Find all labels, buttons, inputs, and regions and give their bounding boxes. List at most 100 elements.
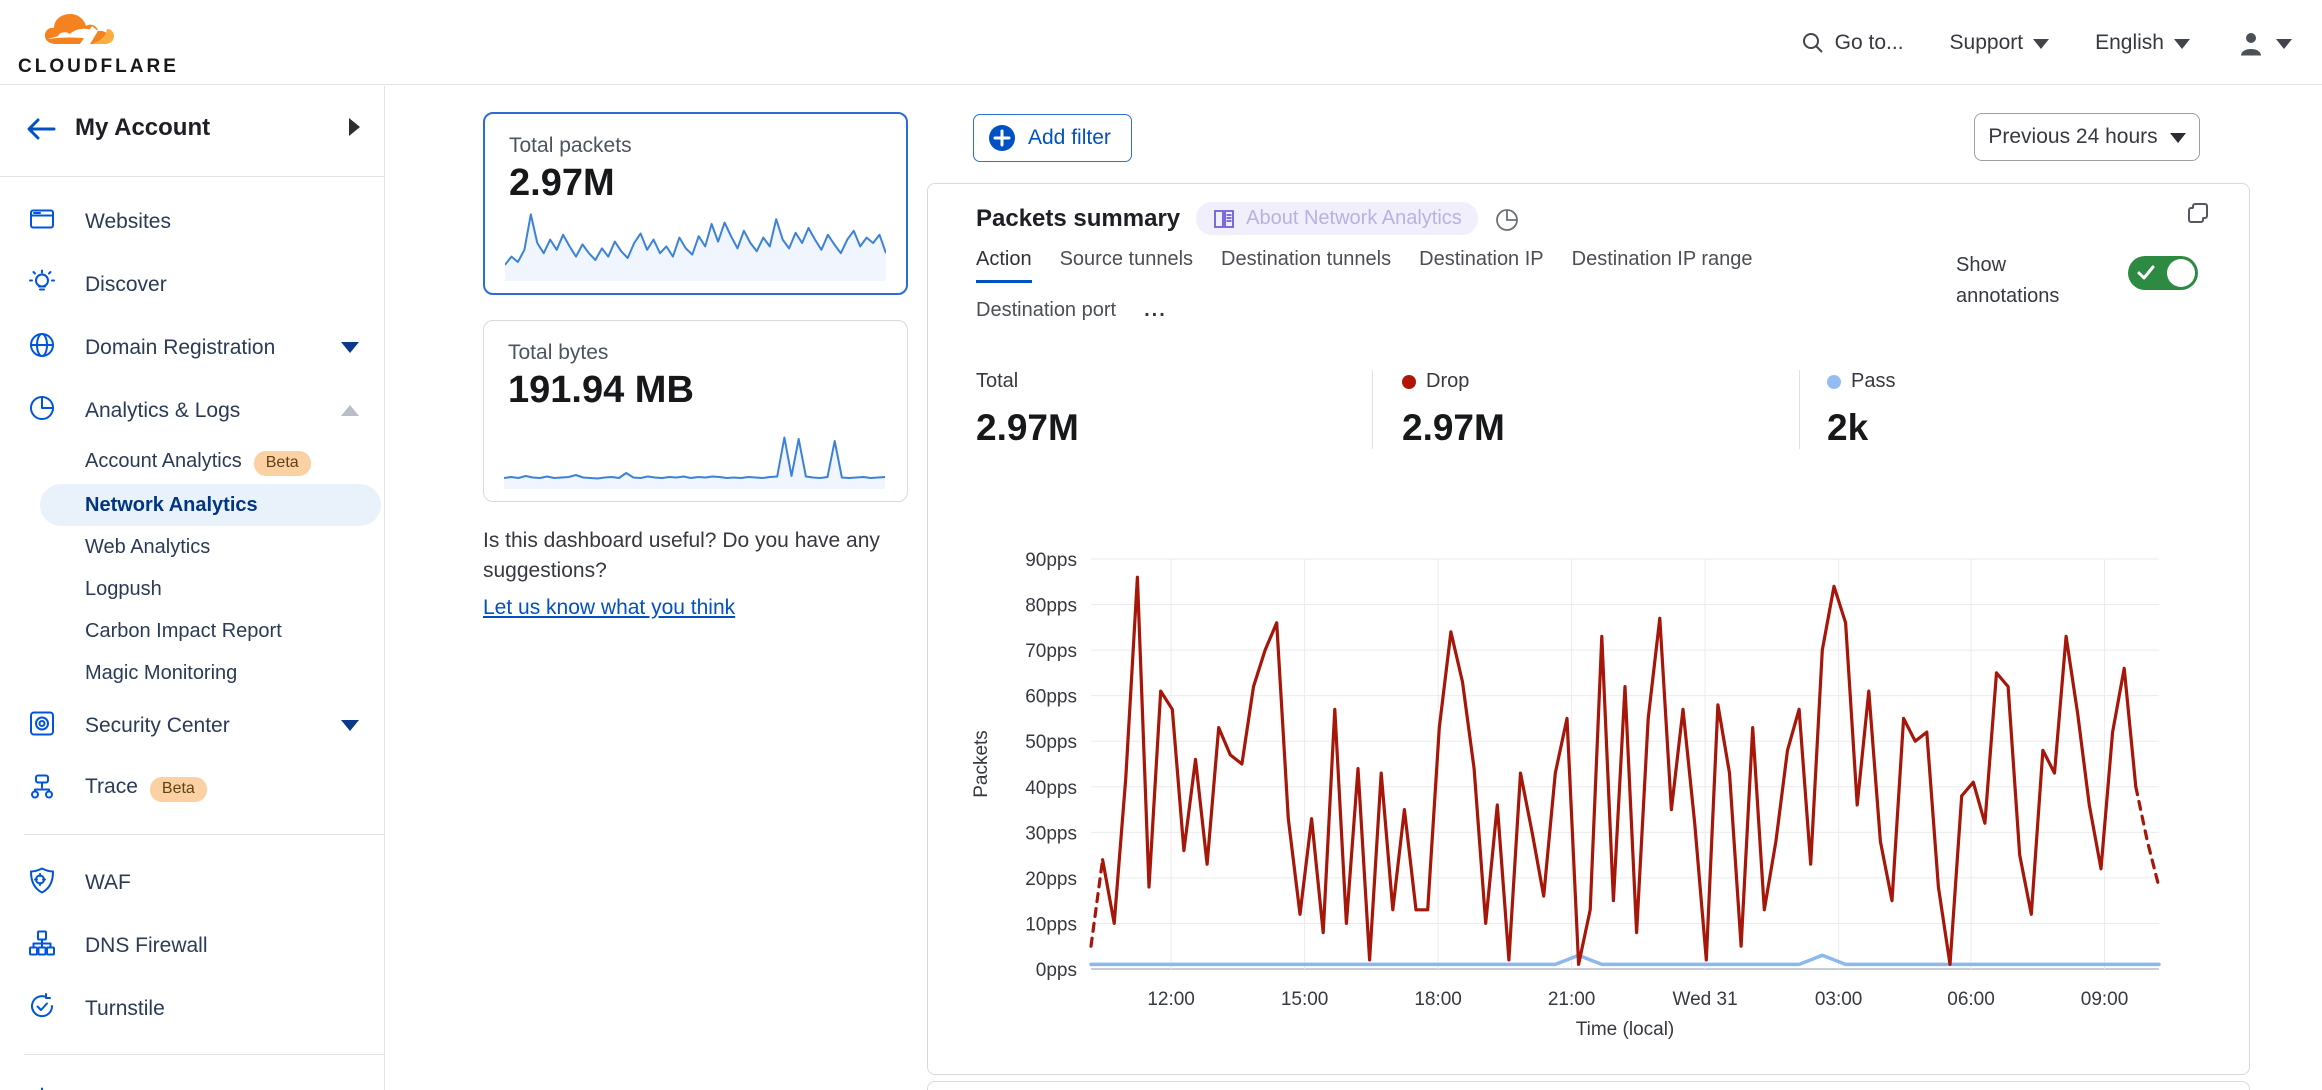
support-menu[interactable]: Support	[1950, 31, 2050, 55]
feedback-link[interactable]: Let us know what you think	[483, 595, 736, 619]
svg-text:60pps: 60pps	[1025, 687, 1077, 708]
tab-destination-tunnels[interactable]: Destination tunnels	[1221, 248, 1392, 270]
account-title: My Account	[75, 114, 211, 141]
user-menu[interactable]	[2236, 28, 2292, 58]
time-range-dropdown[interactable]: Previous 24 hours	[1974, 113, 2200, 161]
stat-card-value: 191.94 MB	[508, 369, 694, 411]
sidebar-subitem-label: Magic Monitoring	[85, 661, 238, 684]
svg-text:70pps: 70pps	[1025, 641, 1077, 662]
pass-legend-dot	[1827, 374, 1841, 389]
sidebar-subitem-magic-monitoring[interactable]: Magic Monitoring	[0, 652, 384, 694]
add-filter-button[interactable]: Add filter	[973, 114, 1132, 162]
sidebar-item-label: WAF	[85, 870, 131, 894]
beta-badge: Beta	[253, 451, 311, 476]
sidebar-item-label: Analytics & Logs	[85, 398, 241, 422]
sidebar-subitem-account-analytics[interactable]: Account Analytics Beta	[0, 442, 384, 484]
total-value: 2.97M	[976, 407, 1079, 448]
totals-row: Total 2.97M Drop 2.97M Pass 2k	[976, 370, 2099, 449]
tab-destination-port[interactable]: Destination port	[976, 299, 1117, 321]
stat-card-sparkline	[505, 213, 886, 281]
tab-destination-ip-range[interactable]: Destination IP range	[1571, 248, 1753, 270]
back-arrow-icon[interactable]	[24, 114, 58, 149]
svg-text:Time (local): Time (local)	[1576, 1019, 1675, 1040]
more-tabs-button[interactable]: ...	[1144, 299, 1167, 321]
drop-line	[2134, 785, 2161, 889]
stat-card-total-bytes[interactable]: Total bytes 191.94 MB	[483, 320, 908, 502]
svg-text:40pps: 40pps	[1025, 778, 1077, 799]
caret-down-icon	[341, 342, 359, 353]
add-filter-label: Add filter	[1028, 126, 1111, 149]
pass-line	[1089, 953, 2161, 967]
shield-gear-icon	[30, 867, 54, 893]
sidebar-item-websites[interactable]: Websites	[0, 190, 384, 253]
sidebar-nav: Websites Discover Domain Registration Analy…	[0, 190, 384, 1090]
sidebar-subitem-network-analytics[interactable]: Network Analytics	[0, 484, 384, 526]
sidebar-item-label: Discover	[85, 272, 167, 296]
language-menu[interactable]: English	[2095, 31, 2190, 55]
beta-badge: Beta	[149, 777, 207, 802]
account-switcher-row[interactable]: My Account	[0, 86, 384, 177]
sidebar-subitem-label: Network Analytics	[85, 493, 258, 516]
sidebar-item-domain-registration[interactable]: Domain Registration	[0, 316, 384, 379]
pie-chart-icon[interactable]	[1494, 206, 1520, 232]
goto-search[interactable]: Go to...	[1801, 31, 1904, 55]
sidebar-subitem-label: Account Analytics Beta	[85, 450, 311, 476]
check-icon	[2137, 265, 2155, 280]
cloudflare-logo[interactable]: CLOUDFLARE	[18, 8, 188, 78]
sidebar-item-label: Websites	[85, 209, 171, 233]
stat-card-sparkline	[504, 436, 885, 489]
total-label: Drop	[1426, 370, 1470, 392]
plus-icon	[989, 125, 1015, 151]
svg-text:50pps: 50pps	[1025, 732, 1077, 753]
tab-destination-ip[interactable]: Destination IP	[1419, 248, 1544, 270]
search-icon	[1802, 32, 1823, 53]
sidebar-item-label: Turnstile	[85, 996, 165, 1020]
show-annotations-label: Show annotations	[1956, 254, 2060, 307]
sidebar-item-analytics-logs[interactable]: Analytics & Logs	[0, 379, 384, 442]
about-network-analytics-badge[interactable]: About Network Analytics	[1196, 202, 1478, 235]
cloudflare-cloud-icon	[44, 14, 114, 44]
svg-text:06:00: 06:00	[1947, 989, 1995, 1010]
chevron-right-icon[interactable]	[349, 118, 360, 136]
tab-source-tunnels[interactable]: Source tunnels	[1059, 248, 1194, 270]
sidebar-item-dns-firewall[interactable]: DNS Firewall	[0, 914, 384, 977]
total-label: Total	[976, 370, 1019, 392]
stat-card-label: Total packets	[509, 134, 632, 157]
sidebar-subitem-logpush[interactable]: Logpush	[0, 568, 384, 610]
sidebar-item-label: DNS Firewall	[85, 933, 208, 957]
svg-text:Wed 31: Wed 31	[1673, 989, 1738, 1010]
sidebar-item-discover[interactable]: Discover	[0, 253, 384, 316]
sidebar-item-partial[interactable]	[0, 1071, 384, 1090]
total-value: 2k	[1827, 407, 1869, 448]
svg-text:80pps: 80pps	[1025, 596, 1077, 617]
header-actions: Go to... Support English	[1801, 0, 2292, 85]
sidebar-item-turnstile[interactable]: Turnstile	[0, 977, 384, 1040]
svg-text:15:00: 15:00	[1281, 989, 1329, 1010]
copy-icon[interactable]	[2184, 200, 2212, 233]
sidebar-divider	[24, 834, 384, 835]
svg-text:21:00: 21:00	[1548, 989, 1596, 1010]
tab-action[interactable]: Action	[976, 248, 1032, 283]
sidebar: My Account Websites Discover Domain Regist…	[0, 86, 385, 1090]
globe-icon	[30, 332, 54, 357]
stat-card-total-packets[interactable]: Total packets 2.97M	[483, 112, 908, 295]
support-label: Support	[1949, 30, 2024, 54]
sidebar-item-waf[interactable]: WAF	[0, 851, 384, 914]
sidebar-item-label: Trace Beta	[85, 775, 207, 802]
sidebar-item-trace[interactable]: Trace Beta	[0, 757, 384, 820]
total-value: 2.97M	[1402, 407, 1505, 448]
sidebar-subitem-web-analytics[interactable]: Web Analytics	[0, 526, 384, 568]
next-card-top-edge	[927, 1081, 2250, 1090]
drop-line	[1101, 575, 2138, 966]
sidebar-subitem-carbon-impact-report[interactable]: Carbon Impact Report	[0, 610, 384, 652]
caret-down-icon	[341, 720, 359, 731]
sidebar-subitem-label: Web Analytics	[85, 535, 211, 558]
show-annotations-toggle[interactable]	[2128, 256, 2198, 290]
svg-text:30pps: 30pps	[1025, 823, 1077, 844]
card-title: Packets summary	[976, 204, 1181, 232]
total-label: Pass	[1851, 370, 1896, 392]
user-icon	[2241, 32, 2261, 55]
brand-wordmark: CLOUDFLARE	[18, 56, 179, 77]
sidebar-item-security-center[interactable]: Security Center	[0, 694, 384, 757]
drop-line	[1089, 858, 1105, 948]
